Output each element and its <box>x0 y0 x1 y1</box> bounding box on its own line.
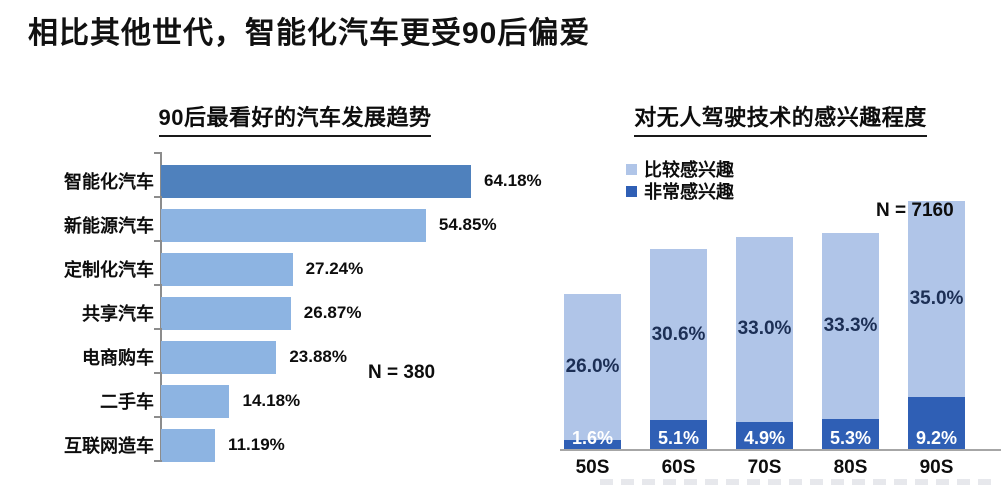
category-label: 二手车 <box>100 392 154 412</box>
value-label: 64.18% <box>483 171 542 190</box>
category-label: 70S <box>747 457 782 478</box>
value-label: 33.3% <box>823 315 878 337</box>
cropped-source-text <box>600 479 995 485</box>
value-label: 5.3% <box>829 427 872 448</box>
category-label: 智能化汽车 <box>64 172 154 192</box>
axis-tick <box>154 284 162 286</box>
left-chart-title: 90后最看好的汽车发展趋势 <box>158 100 432 137</box>
value-label: 14.18% <box>242 391 301 410</box>
value-label: 9.2% <box>915 427 958 448</box>
value-label: 26.87% <box>303 303 362 322</box>
category-label: 80S <box>833 457 868 478</box>
value-label: 1.6% <box>571 427 614 448</box>
bar <box>161 428 216 462</box>
stacked-bar: 33.3% 5.3% <box>822 232 879 449</box>
segment-somewhat-interested: 26.0% <box>564 294 621 441</box>
category-label: 定制化汽车 <box>64 260 154 280</box>
right-chart-baseline <box>560 449 1001 451</box>
value-label: 4.9% <box>743 427 786 448</box>
value-label: 30.6% <box>651 323 706 345</box>
legend-swatch-icon <box>626 185 637 197</box>
segment-somewhat-interested: 30.6% <box>650 249 707 421</box>
left-chart-row: 共享汽车 26.87% <box>30 291 560 335</box>
segment-somewhat-interested: 35.0% <box>908 201 965 398</box>
segment-very-interested: 9.2% <box>908 397 965 449</box>
bar <box>161 296 291 330</box>
segment-very-interested: 1.6% <box>564 428 621 449</box>
category-label: 互联网造车 <box>64 436 154 456</box>
category-label: 共享汽车 <box>82 304 154 324</box>
left-sample-size: N = 380 <box>368 362 436 383</box>
stacked-bar: 33.0% 4.9% <box>736 236 793 449</box>
bar <box>161 252 293 286</box>
left-chart-row: 智能化汽车 64.18% <box>30 159 560 203</box>
value-label: 5.1% <box>657 427 700 448</box>
right-chart-title: 对无人驾驶技术的感兴趣程度 <box>634 100 927 137</box>
category-label: 60S <box>661 457 696 478</box>
axis-tick <box>154 372 162 374</box>
left-chart-row: 互联网造车 11.19% <box>30 423 560 467</box>
category-label: 新能源汽车 <box>64 216 154 236</box>
value-label: 11.19% <box>228 435 285 454</box>
legend-item: 比较感兴趣 <box>626 158 734 180</box>
left-chart-row: 定制化汽车 27.24% <box>30 247 560 291</box>
bar <box>161 208 426 242</box>
segment-somewhat-interested: 33.3% <box>822 232 879 420</box>
value-label: 54.85% <box>438 215 497 234</box>
right-chart-plot: 26.0% 1.6% 50S 30.6% 5.1% 60S 33.0% 4.9% 70S 33.3… <box>560 100 1001 487</box>
legend-label: 非常感兴趣 <box>644 182 734 202</box>
right-chart-legend: 比较感兴趣 非常感兴趣 <box>626 158 734 202</box>
category-label: 50S <box>575 457 610 478</box>
stacked-bar: 30.6% 5.1% <box>650 249 707 449</box>
axis-tick <box>154 240 162 242</box>
value-label: 33.0% <box>737 318 792 340</box>
legend-label: 比较感兴趣 <box>644 160 734 180</box>
right-sample-size: N = 7160 <box>876 200 954 221</box>
left-chart-row: 二手车 14.18% <box>30 379 560 423</box>
segment-very-interested: 5.3% <box>822 419 879 449</box>
category-label: 90S <box>919 457 954 478</box>
axis-tick <box>154 196 162 198</box>
left-chart: 90后最看好的汽车发展趋势 智能化汽车 64.18% 新能源汽车 54.85% 定制化汽… <box>30 100 560 480</box>
segment-very-interested: 5.1% <box>650 420 707 449</box>
legend-item: 非常感兴趣 <box>626 180 734 202</box>
left-chart-title-wrap: 90后最看好的汽车发展趋势 <box>30 100 560 137</box>
segment-very-interested: 4.9% <box>736 421 793 449</box>
bar <box>161 384 230 418</box>
bar <box>161 340 277 374</box>
axis-tick <box>154 152 162 154</box>
left-chart-plot: 智能化汽车 64.18% 新能源汽车 54.85% 定制化汽车 27.24% 共享汽车 26.… <box>30 150 560 465</box>
segment-somewhat-interested: 33.0% <box>736 236 793 422</box>
axis-tick <box>154 460 162 462</box>
value-label: 35.0% <box>909 288 964 310</box>
right-chart-title-wrap: 对无人驾驶技术的感兴趣程度 <box>560 100 1001 137</box>
value-label: 23.88% <box>289 347 347 366</box>
value-label: 27.24% <box>305 259 364 278</box>
right-chart: 对无人驾驶技术的感兴趣程度 比较感兴趣 非常感兴趣 26.0% 1.6% 50S 30.… <box>560 100 1001 487</box>
bar <box>161 164 471 198</box>
axis-tick <box>154 328 162 330</box>
left-chart-row: 新能源汽车 54.85% <box>30 203 560 247</box>
page-title: 相比其他世代，智能化汽车更受90后偏爱 <box>28 17 591 50</box>
legend-swatch-icon <box>626 163 637 175</box>
stacked-bar: 26.0% 1.6% <box>564 294 621 449</box>
value-label: 26.0% <box>565 356 620 378</box>
axis-tick <box>154 416 162 418</box>
stacked-bar: 35.0% 9.2% <box>908 201 965 449</box>
category-label: 电商购车 <box>82 348 154 368</box>
left-chart-row: 电商购车 23.88% <box>30 335 560 379</box>
